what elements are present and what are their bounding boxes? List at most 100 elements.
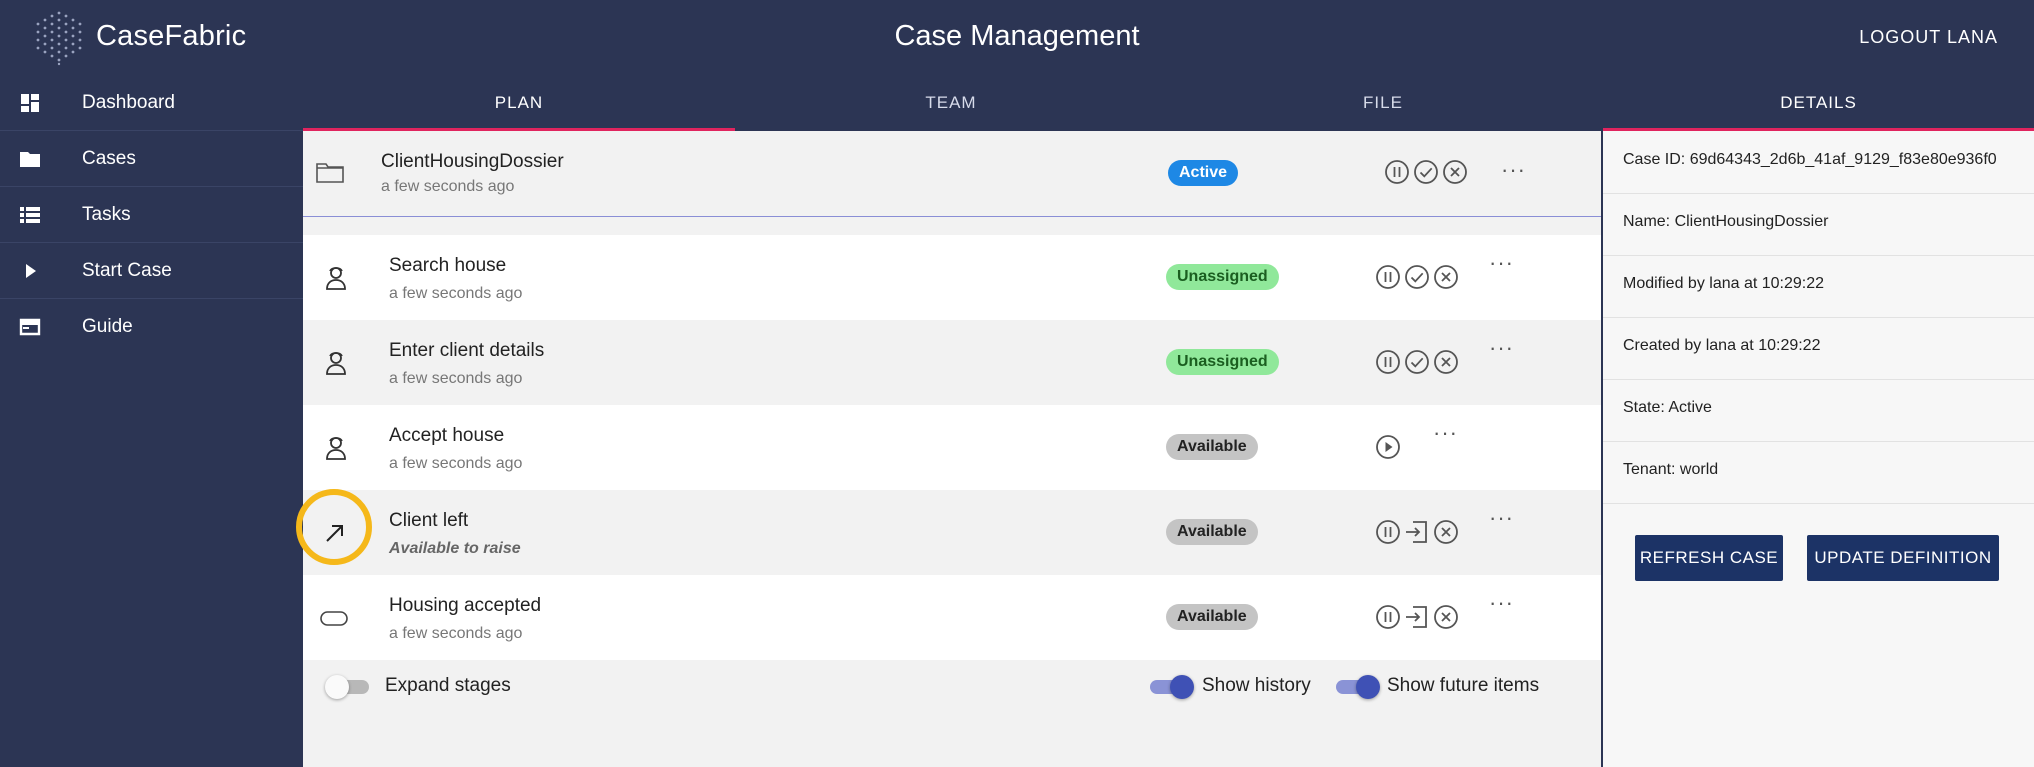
raise-icon[interactable]	[1403, 518, 1431, 546]
terminate-icon[interactable]	[1432, 348, 1460, 376]
show-future-items-toggle[interactable]	[1334, 675, 1380, 699]
page-title: Case Management	[894, 20, 1140, 52]
detail-state: State: Active	[1603, 379, 2034, 442]
plan-item-time: a few seconds ago	[389, 285, 523, 302]
details-panel: Case ID: 69d64343_2d6b_41af_9129_f83e80e…	[1603, 131, 2034, 767]
plan-item-time: a few seconds ago	[389, 455, 523, 472]
suspend-icon[interactable]	[1374, 348, 1402, 376]
play-icon	[26, 264, 36, 278]
update-definition-button[interactable]: UPDATE DEFINITION	[1807, 535, 1999, 581]
more-options-button[interactable]: ···	[1489, 505, 1514, 530]
plan-item-row[interactable]: Search house a few seconds ago Unassigne…	[303, 235, 1601, 320]
status-badge: Unassigned	[1166, 349, 1279, 375]
list-icon	[20, 207, 40, 223]
more-options-button[interactable]: ···	[1489, 590, 1514, 615]
tab-team[interactable]: TEAM	[925, 93, 977, 112]
complete-icon[interactable]	[1412, 158, 1440, 186]
panel-divider	[1601, 75, 1603, 767]
expand-stages-toggle[interactable]	[325, 675, 371, 699]
plan-item-name: Search house	[389, 255, 507, 276]
terminate-icon[interactable]	[1432, 518, 1460, 546]
plan-item-name: Enter client details	[389, 340, 545, 361]
plan-item-row[interactable]: Enter client details a few seconds ago U…	[303, 320, 1601, 405]
terminate-icon[interactable]	[1441, 158, 1469, 186]
complete-icon[interactable]	[1403, 263, 1431, 291]
logout-button[interactable]: LOGOUT LANA	[1859, 27, 1998, 47]
plan-item-time: a few seconds ago	[389, 625, 523, 642]
sidebar-item-label: Tasks	[82, 204, 131, 225]
status-badge: Available	[1166, 519, 1258, 545]
plan-toggles: Expand stages Show history Show future i…	[303, 661, 1601, 713]
case-tabs: PLAN TEAM FILE	[303, 75, 1601, 131]
plan-item-name: Accept house	[389, 425, 505, 446]
human-task-icon	[326, 352, 346, 375]
detail-text: Tenant: world	[1623, 461, 1719, 478]
top-app-bar: CaseFabric Case Management LOGOUT LANA	[0, 0, 2034, 75]
detail-text: Modified by lana at 10:29:22	[1623, 275, 1825, 292]
refresh-case-button[interactable]: REFRESH CASE	[1635, 535, 1783, 581]
sidebar-item-cases[interactable]: Cases	[0, 131, 303, 187]
complete-icon[interactable]	[1403, 348, 1431, 376]
guide-icon	[19, 318, 41, 336]
detail-created: Created by lana at 10:29:22	[1603, 317, 2034, 380]
detail-text: State: Active	[1623, 399, 1712, 416]
plan-item-time: Available to raise	[389, 540, 521, 557]
suspend-icon[interactable]	[1374, 603, 1402, 631]
more-options-button[interactable]: ···	[1433, 420, 1458, 445]
terminate-icon[interactable]	[1432, 603, 1460, 631]
sidebar-item-label: Start Case	[82, 260, 172, 281]
case-time: a few seconds ago	[381, 178, 515, 195]
detail-text: Created by lana at 10:29:22	[1623, 337, 1821, 354]
status-badge: Available	[1166, 604, 1258, 630]
human-task-icon	[326, 267, 346, 290]
tab-plan[interactable]: PLAN	[303, 75, 735, 131]
casefabric-logo-icon	[36, 11, 82, 66]
plan-item-row[interactable]: Accept house a few seconds ago Available…	[303, 405, 1601, 490]
show-history-label: Show history	[1202, 675, 1311, 696]
sidebar: Dashboard Cases Tasks Start Case Guide	[0, 75, 303, 767]
status-badge: Available	[1166, 434, 1258, 460]
more-options-button[interactable]: ···	[1489, 335, 1514, 360]
plan-panel: ClientHousingDossier a few seconds ago A…	[303, 131, 1601, 767]
start-icon[interactable]	[1374, 433, 1402, 461]
sidebar-item-dashboard[interactable]: Dashboard	[0, 75, 303, 131]
human-task-icon	[326, 437, 346, 460]
sidebar-item-tasks[interactable]: Tasks	[0, 187, 303, 243]
detail-text: Name: ClientHousingDossier	[1623, 213, 1829, 230]
details-header: DETAILS	[1603, 75, 2034, 131]
case-row[interactable]: ClientHousingDossier a few seconds ago A…	[303, 131, 1601, 217]
plan-item-name: Client left	[389, 510, 469, 531]
brand-name: CaseFabric	[96, 20, 247, 52]
tab-file[interactable]: FILE	[1363, 93, 1403, 112]
sidebar-item-label: Dashboard	[82, 92, 175, 113]
more-options-button[interactable]: ···	[1501, 157, 1526, 182]
suspend-icon[interactable]	[1374, 518, 1402, 546]
milestone-icon	[320, 611, 348, 626]
sidebar-item-guide[interactable]: Guide	[0, 299, 303, 355]
folder-outline-icon	[316, 163, 344, 183]
expand-stages-label: Expand stages	[385, 675, 511, 696]
plan-item-row[interactable]: Housing accepted a few seconds ago Avail…	[303, 575, 1601, 660]
terminate-icon[interactable]	[1432, 263, 1460, 291]
case-name: ClientHousingDossier	[381, 151, 564, 172]
plan-item-row[interactable]: Client left Available to raise Available…	[303, 490, 1601, 575]
dashboard-icon	[21, 94, 39, 112]
detail-case-id: Case ID: 69d64343_2d6b_41af_9129_f83e80e…	[1603, 131, 2034, 194]
show-history-toggle[interactable]	[1148, 675, 1194, 699]
detail-text: Case ID: 69d64343_2d6b_41af_9129_f83e80e…	[1623, 151, 1997, 168]
show-future-items-label: Show future items	[1387, 675, 1540, 696]
more-options-button[interactable]: ···	[1489, 250, 1514, 275]
status-badge: Active	[1168, 160, 1239, 186]
suspend-icon[interactable]	[1374, 263, 1402, 291]
detail-name: Name: ClientHousingDossier	[1603, 193, 2034, 256]
sidebar-item-label: Cases	[82, 148, 136, 169]
folder-icon	[20, 152, 40, 167]
raise-icon[interactable]	[1403, 603, 1431, 631]
sidebar-item-label: Guide	[82, 316, 133, 337]
plan-item-name: Housing accepted	[389, 595, 542, 616]
status-badge: Unassigned	[1166, 264, 1279, 290]
sidebar-item-start-case[interactable]: Start Case	[0, 243, 303, 299]
event-arrow-icon	[326, 525, 343, 542]
detail-tenant: Tenant: world	[1603, 441, 2034, 504]
suspend-icon[interactable]	[1383, 158, 1411, 186]
